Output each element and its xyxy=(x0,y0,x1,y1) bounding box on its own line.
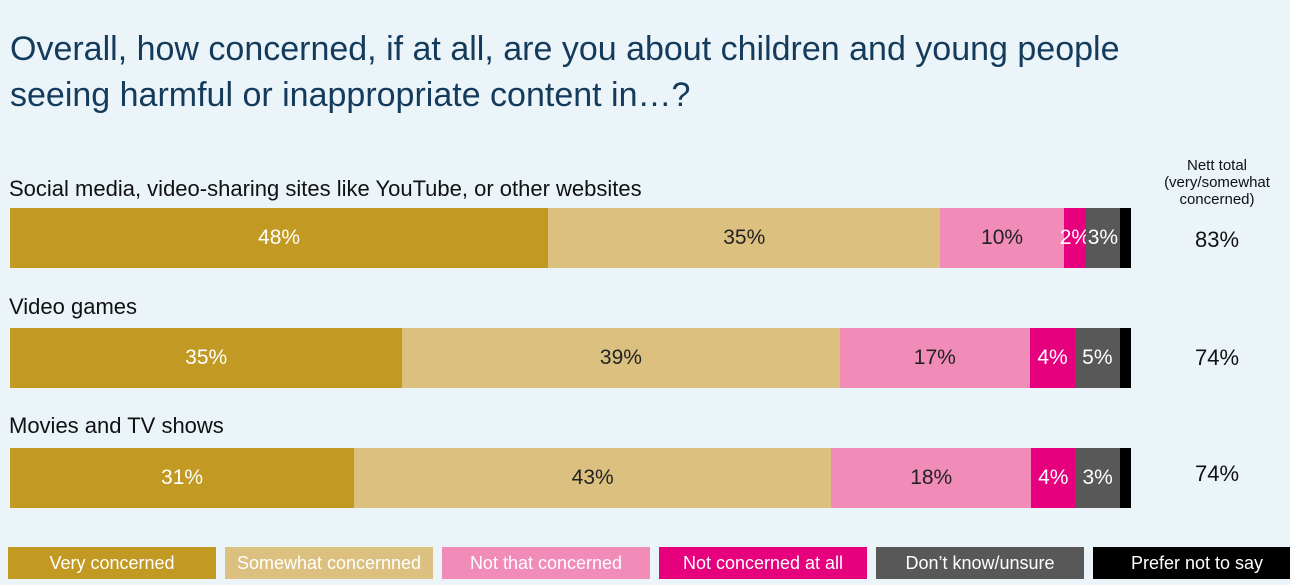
data-label: 17% xyxy=(913,346,956,369)
nett-total-value: 74% xyxy=(1194,345,1240,370)
nett-total-value: 83% xyxy=(1194,227,1240,252)
legend-item: Prefer not to say xyxy=(1093,547,1290,579)
data-label: 5% xyxy=(1082,346,1113,369)
bar-segment: 2% xyxy=(1060,208,1090,268)
bar-segment xyxy=(1119,328,1131,388)
legend-item: Very concerned xyxy=(8,547,216,579)
bar-segment: 5% xyxy=(1074,328,1120,388)
data-label: 39% xyxy=(599,346,642,369)
bar-segment: 4% xyxy=(1030,328,1075,388)
legend-item: Don’t know/unsure xyxy=(876,547,1084,579)
data-label: 31% xyxy=(161,466,204,489)
bar-segment: 39% xyxy=(402,328,840,388)
bar-segment: 3% xyxy=(1086,208,1120,268)
legend-item: Somewhat concernned xyxy=(225,547,433,579)
data-label: 48% xyxy=(258,226,301,249)
legend: Very concerned Somewhat concernned Not tha… xyxy=(8,547,1290,579)
nett-header-line-1: Nett total xyxy=(1186,157,1248,174)
data-label: 4% xyxy=(1038,466,1069,489)
bar-segment: 18% xyxy=(831,448,1032,508)
nett-header-line-3: concerned) xyxy=(1179,191,1255,208)
data-label: 10% xyxy=(981,226,1024,249)
bar-segment: 17% xyxy=(839,328,1031,388)
data-label: 4% xyxy=(1037,346,1068,369)
nett-total-header: Nett total (very/somewhat concerned) xyxy=(1150,157,1284,208)
bar-segment xyxy=(1119,448,1131,508)
category-label: Video games xyxy=(9,294,138,319)
nett-header-line-2: (very/somewhat xyxy=(1164,174,1270,191)
data-label: 43% xyxy=(571,466,614,489)
category-label: Movies and TV shows xyxy=(9,413,224,438)
data-label: 35% xyxy=(723,226,766,249)
bar-segment: 35% xyxy=(10,328,403,388)
stacked-bar: 35% 39% 17% 4% 5% xyxy=(10,328,1131,388)
data-label: 18% xyxy=(910,466,953,489)
bar-segment: 10% xyxy=(940,208,1064,268)
bar-segment xyxy=(1119,208,1131,268)
bar-segment: 35% xyxy=(548,208,941,268)
legend-item: Not concerned at all xyxy=(659,547,867,579)
category-label: Social media, video-sharing sites like Y… xyxy=(9,176,642,201)
bar-segment: 3% xyxy=(1075,448,1120,508)
legend-item: Not that concerned xyxy=(442,547,650,579)
bar-segment: 4% xyxy=(1031,448,1076,508)
stacked-bar: 48% 35% 10% 2% 3% xyxy=(10,208,1131,268)
bar-segment: 31% xyxy=(10,448,355,508)
stacked-bar: 31% 43% 18% 4% 3% xyxy=(10,448,1131,508)
data-label: 2% xyxy=(1059,226,1091,249)
bar-segment: 48% xyxy=(10,208,549,268)
data-label: 3% xyxy=(1087,226,1119,249)
bar-segment: 43% xyxy=(354,448,832,508)
chart-title: Overall, how concerned, if at all, are y… xyxy=(10,30,1120,114)
nett-total-value: 74% xyxy=(1194,461,1240,486)
data-label: 3% xyxy=(1082,466,1113,489)
data-label: 35% xyxy=(185,346,228,369)
